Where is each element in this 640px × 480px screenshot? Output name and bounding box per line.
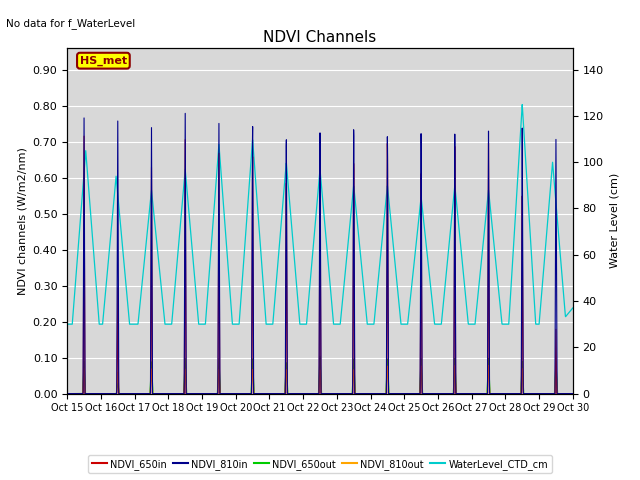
Title: NDVI Channels: NDVI Channels [264,30,376,46]
Legend: NDVI_650in, NDVI_810in, NDVI_650out, NDVI_810out, WaterLevel_CTD_cm: NDVI_650in, NDVI_810in, NDVI_650out, NDV… [88,455,552,473]
Text: HS_met: HS_met [80,56,127,66]
Y-axis label: Water Level (cm): Water Level (cm) [609,173,620,268]
Text: No data for f_WaterLevel: No data for f_WaterLevel [6,18,136,29]
Y-axis label: NDVI channels (W/m2/nm): NDVI channels (W/m2/nm) [17,147,27,295]
